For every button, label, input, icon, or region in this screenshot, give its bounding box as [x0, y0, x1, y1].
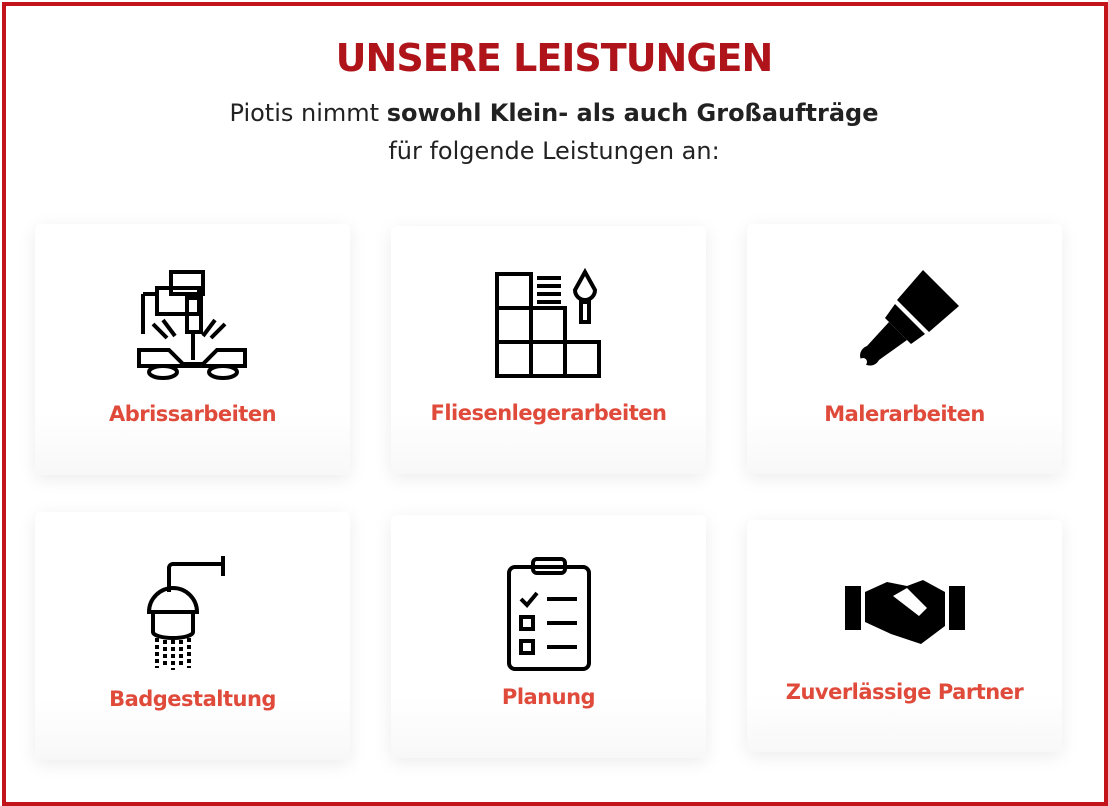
service-label: Fliesenlegerarbeiten	[430, 401, 667, 425]
service-card-planung[interactable]: Planung	[391, 515, 706, 758]
jackhammer-icon	[136, 270, 247, 380]
paintbrush-icon	[858, 270, 959, 366]
service-label: Malerarbeiten	[824, 402, 985, 426]
service-label: Planung	[501, 685, 596, 709]
tiles-trowel-icon	[494, 267, 601, 378]
service-card-malerarbeiten[interactable]: Malerarbeiten	[747, 224, 1062, 474]
service-card-abrissarbeiten[interactable]: Abrissarbeiten	[35, 224, 350, 475]
clipboard-checklist-icon	[506, 557, 591, 671]
service-card-badgestaltung[interactable]: Badgestaltung	[35, 512, 350, 760]
service-card-fliesenleger[interactable]: Fliesenlegerarbeiten	[391, 226, 706, 474]
service-label: Abrissarbeiten	[108, 402, 277, 426]
page-subtitle: Piotis nimmt sowohl Klein- als auch Groß…	[229, 99, 879, 165]
service-card-partner[interactable]: Zuverlässige Partner	[747, 520, 1062, 752]
service-label: Badgestaltung	[109, 687, 276, 711]
page-title: UNSERE LEISTUNGEN	[335, 36, 774, 80]
shower-icon	[146, 556, 225, 670]
service-label: Zuverlässige Partner	[785, 680, 1024, 704]
handshake-icon	[844, 580, 965, 644]
